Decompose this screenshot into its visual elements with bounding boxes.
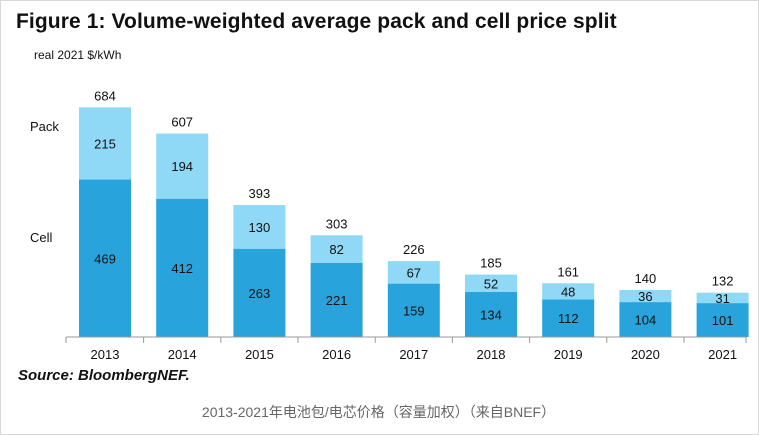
data-label-total-2019: 161: [557, 264, 579, 279]
data-label-pack-2016: 82: [329, 242, 343, 257]
data-label-total-2021: 132: [712, 274, 734, 289]
data-label-total-2014: 607: [171, 115, 193, 130]
figure-caption: 2013-2021年电池包/电芯价格（容量加权）（来自BNEF）: [201, 404, 556, 420]
data-label-total-2013: 684: [94, 88, 116, 103]
data-label-cell-2020: 104: [635, 313, 657, 328]
bar-pack-2013: [79, 107, 131, 180]
x-tick-label-2021: 2021: [708, 347, 737, 362]
data-label-cell-2017: 159: [403, 303, 425, 318]
bar-cell-2018: [465, 292, 517, 337]
x-tick-label-2018: 2018: [477, 347, 506, 362]
bar-cell-2015: [233, 248, 286, 337]
legend-cell-label: Cell: [30, 230, 53, 245]
bar-pack-2019: [542, 283, 595, 300]
x-tick-label-2014: 2014: [168, 347, 197, 362]
bar-pack-2014: [156, 133, 209, 199]
bar-pack-2021: [696, 292, 749, 304]
data-label-cell-2016: 221: [326, 293, 348, 308]
bar-cell-2017: [387, 283, 440, 337]
data-label-pack-2013: 215: [94, 136, 116, 151]
bar-cell-2021: [696, 303, 749, 337]
bar-pack-2018: [465, 274, 517, 293]
data-label-cell-2021: 101: [712, 313, 734, 328]
data-label-cell-2014: 412: [171, 261, 193, 276]
data-label-total-2017: 226: [403, 242, 425, 257]
data-label-pack-2020: 36: [638, 289, 652, 304]
x-tick-label-2016: 2016: [322, 347, 351, 362]
bar-pack-2020: [619, 290, 672, 303]
bar-pack-2017: [387, 261, 440, 284]
x-tick-label-2015: 2015: [245, 347, 274, 362]
bar-cell-2019: [542, 299, 595, 337]
y-axis-unit-label: real 2021 $/kWh: [34, 48, 122, 62]
bar-cell-2013: [79, 179, 131, 337]
data-label-pack-2019: 48: [561, 284, 575, 299]
data-label-pack-2021: 31: [715, 291, 729, 306]
bar-cell-2014: [156, 198, 209, 337]
legend-pack-label: Pack: [30, 119, 59, 134]
bar-pack-2016: [310, 235, 363, 263]
data-label-pack-2017: 67: [407, 265, 421, 280]
data-label-cell-2015: 263: [249, 286, 271, 301]
data-label-cell-2019: 112: [558, 311, 579, 326]
stacked-bar-chart: 469 215 684 2013 412 194 607 2014 263 130 393 2015 2…: [65, 88, 749, 362]
data-label-pack-2015: 130: [249, 220, 271, 235]
data-label-cell-2013: 469: [94, 251, 116, 266]
bar-cell-2016: [310, 262, 363, 337]
data-label-total-2015: 393: [249, 186, 271, 201]
x-tick-label-2017: 2017: [399, 347, 428, 362]
figure-title: Figure 1: Volume-weighted average pack a…: [16, 10, 617, 33]
data-label-pack-2018: 52: [484, 276, 498, 291]
data-label-total-2016: 303: [326, 216, 348, 231]
x-tick-label-2020: 2020: [631, 347, 660, 362]
bar-pack-2015: [233, 205, 286, 249]
bar-cell-2020: [619, 302, 672, 337]
data-label-cell-2018: 134: [480, 308, 502, 323]
data-label-pack-2014: 194: [171, 159, 193, 174]
x-tick-label-2019: 2019: [554, 347, 583, 362]
source-note: Source: BloombergNEF.: [18, 367, 190, 384]
data-label-total-2020: 140: [635, 271, 657, 286]
data-label-total-2018: 185: [480, 256, 502, 271]
x-tick-label-2013: 2013: [91, 347, 120, 362]
